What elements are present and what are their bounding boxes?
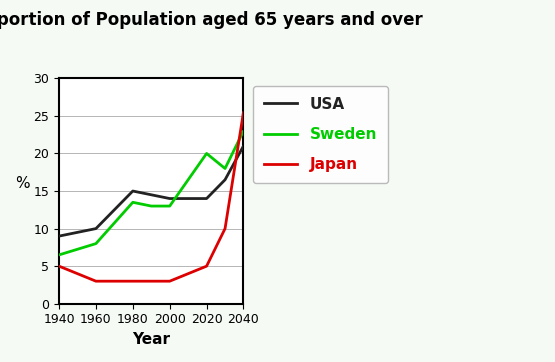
Legend: USA, Sweden, Japan: USA, Sweden, Japan [253, 86, 388, 183]
X-axis label: Year: Year [132, 332, 170, 347]
Y-axis label: %: % [15, 176, 29, 191]
Text: Proportion of Population aged 65 years and over: Proportion of Population aged 65 years a… [0, 11, 423, 29]
